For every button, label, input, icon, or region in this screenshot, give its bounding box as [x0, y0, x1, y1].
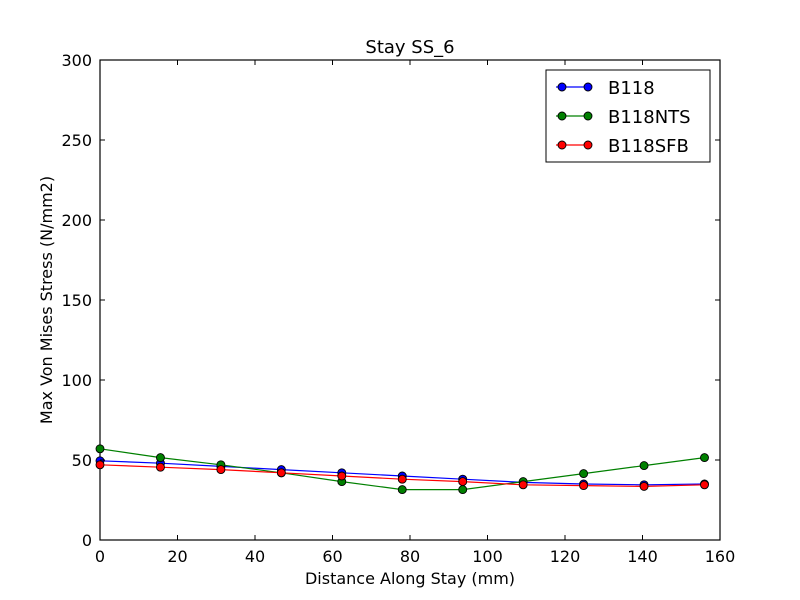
data-point [458, 485, 468, 495]
x-tick-label: 100 [472, 547, 503, 566]
y-tick-label: 300 [61, 51, 92, 70]
data-point [216, 465, 226, 475]
data-point [95, 460, 105, 470]
data-point [639, 481, 649, 491]
x-tick-label: 0 [95, 547, 105, 566]
y-tick-label: 200 [61, 211, 92, 230]
x-tick-label: 20 [167, 547, 187, 566]
x-tick-label: 160 [705, 547, 736, 566]
legend-marker-right [583, 140, 593, 150]
data-point [700, 480, 709, 490]
data-point [337, 471, 347, 481]
y-tick-label: 250 [61, 131, 92, 150]
data-point [95, 444, 105, 454]
legend-item: B118 [556, 78, 655, 99]
data-point [518, 480, 528, 490]
y-axis-label: Max Von Mises Stress (N/mm2) [37, 176, 56, 424]
legend-marker-left [557, 82, 567, 92]
x-tick-label: 120 [550, 547, 581, 566]
legend-marker-left [557, 111, 567, 121]
legend-label: B118NTS [608, 107, 691, 128]
data-point [639, 461, 649, 471]
series-b118nts [95, 444, 709, 495]
legend-marker-right [583, 82, 593, 92]
legend-label: B118SFB [608, 136, 689, 157]
x-tick-label: 40 [245, 547, 265, 566]
x-tick-label: 140 [627, 547, 658, 566]
y-tick-label: 0 [82, 531, 92, 550]
data-point [397, 474, 407, 484]
data-point [155, 453, 165, 463]
legend-item: B118SFB [556, 136, 689, 157]
x-tick-label: 60 [322, 547, 342, 566]
data-point [700, 453, 709, 463]
legend-item: B118NTS [556, 107, 691, 128]
legend: B118 B118NTS B118SFB [545, 69, 711, 163]
data-point [458, 477, 468, 487]
legend-label: B118 [608, 78, 655, 99]
legend-marker-left [557, 140, 567, 150]
y-tick-label: 50 [72, 451, 92, 470]
chart-title: Stay SS_6 [365, 37, 454, 58]
data-point [276, 468, 286, 478]
x-tick-label: 80 [400, 547, 420, 566]
x-axis-label: Distance Along Stay (mm) [305, 569, 515, 588]
data-point [155, 462, 165, 472]
tick-layer: 0 20 40 60 80 100 120 140 160 0 50 100 150 200 250 300 [61, 51, 735, 566]
legend-marker-right [583, 111, 593, 121]
y-tick-label: 100 [61, 371, 92, 390]
data-point [579, 469, 589, 479]
data-point [397, 485, 407, 495]
data-point [579, 481, 589, 491]
series-b118sfb [95, 460, 709, 491]
y-tick-label: 150 [61, 291, 92, 310]
